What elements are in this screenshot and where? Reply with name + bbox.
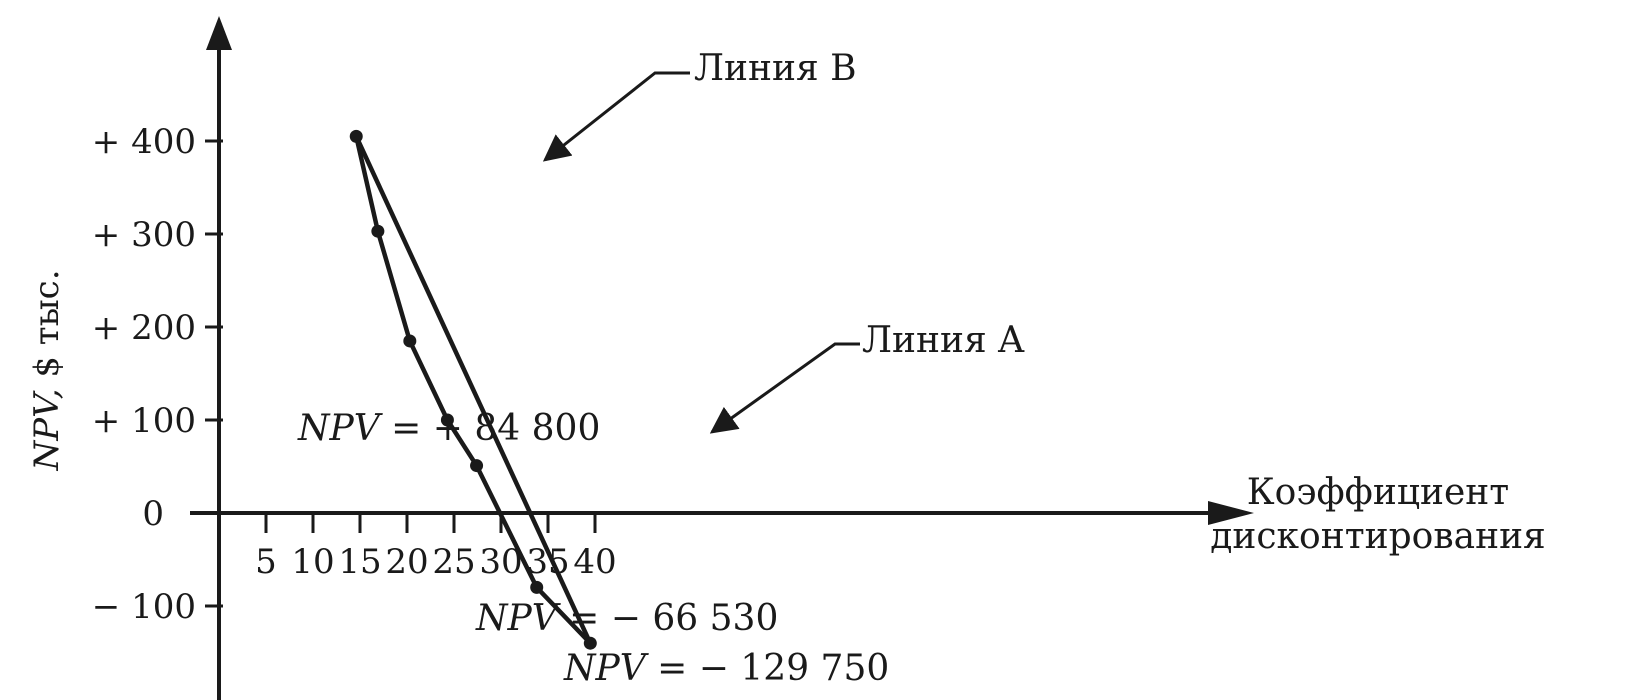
npv-negative-2-value: = − 129 750 — [646, 648, 890, 689]
y-tick-label-1: + 300 — [92, 215, 196, 255]
npv-positive-npv: NPV — [297, 408, 384, 449]
x-axis-title-line2: дисконтирования — [1210, 516, 1546, 557]
y-axis-title-npv: NPV, — [27, 388, 67, 471]
series-0-point-5 — [530, 580, 544, 594]
npv-positive-value: = + 84 800 — [380, 408, 601, 449]
x-tick-label-2: 15 — [338, 542, 381, 582]
y-tick-label-5: − 100 — [92, 587, 196, 627]
y-tick-label-4: 0 — [142, 494, 164, 534]
x-tick-label-4: 25 — [432, 542, 475, 582]
x-axis-ticks: 5 10 15 20 25 30 35 40 — [255, 513, 617, 582]
line-a-label: Линия A — [862, 320, 1025, 361]
x-tick-label-1: 10 — [291, 542, 334, 582]
series-0-point-1 — [371, 224, 385, 238]
npv-negative-1-npv: NPV — [475, 598, 562, 639]
series-0-point-2 — [403, 334, 417, 348]
y-axis-arrowhead — [206, 16, 232, 50]
npv-negative-2-npv: NPV — [563, 648, 650, 689]
y-axis-title: NPV, $ тыс. — [27, 269, 67, 471]
series-line-1 — [354, 135, 593, 645]
series-layer — [349, 129, 597, 650]
x-tick-label-7: 40 — [573, 542, 616, 582]
line-a-leader — [709, 342, 860, 434]
npv-negative-1-label: NPV = − 66 530 — [475, 598, 778, 639]
line-b-leader — [542, 71, 690, 162]
x-tick-label-0: 5 — [255, 542, 277, 582]
x-axis-title-line1: Коэффициент — [1247, 472, 1509, 513]
y-axis-title-unit: $ тыс. — [27, 269, 67, 388]
x-axis-arrowhead — [1208, 501, 1254, 525]
npv-negative-2-label: NPV = − 129 750 — [563, 648, 889, 689]
x-tick-label-3: 20 — [385, 542, 428, 582]
series-0-point-4 — [470, 459, 484, 473]
y-axis-ticks: + 400 + 300 + 200 + 100 0 − 100 — [92, 122, 223, 627]
npv-positive-label: NPV = + 84 800 — [297, 408, 600, 449]
y-tick-label-3: + 100 — [92, 401, 196, 441]
series-0-point-3 — [440, 413, 454, 427]
line-b-label: Линия B — [694, 48, 857, 89]
npv-negative-1-value: = − 66 530 — [558, 598, 779, 639]
y-tick-label-2: + 200 — [92, 308, 196, 348]
y-tick-label-0: + 400 — [92, 122, 196, 162]
